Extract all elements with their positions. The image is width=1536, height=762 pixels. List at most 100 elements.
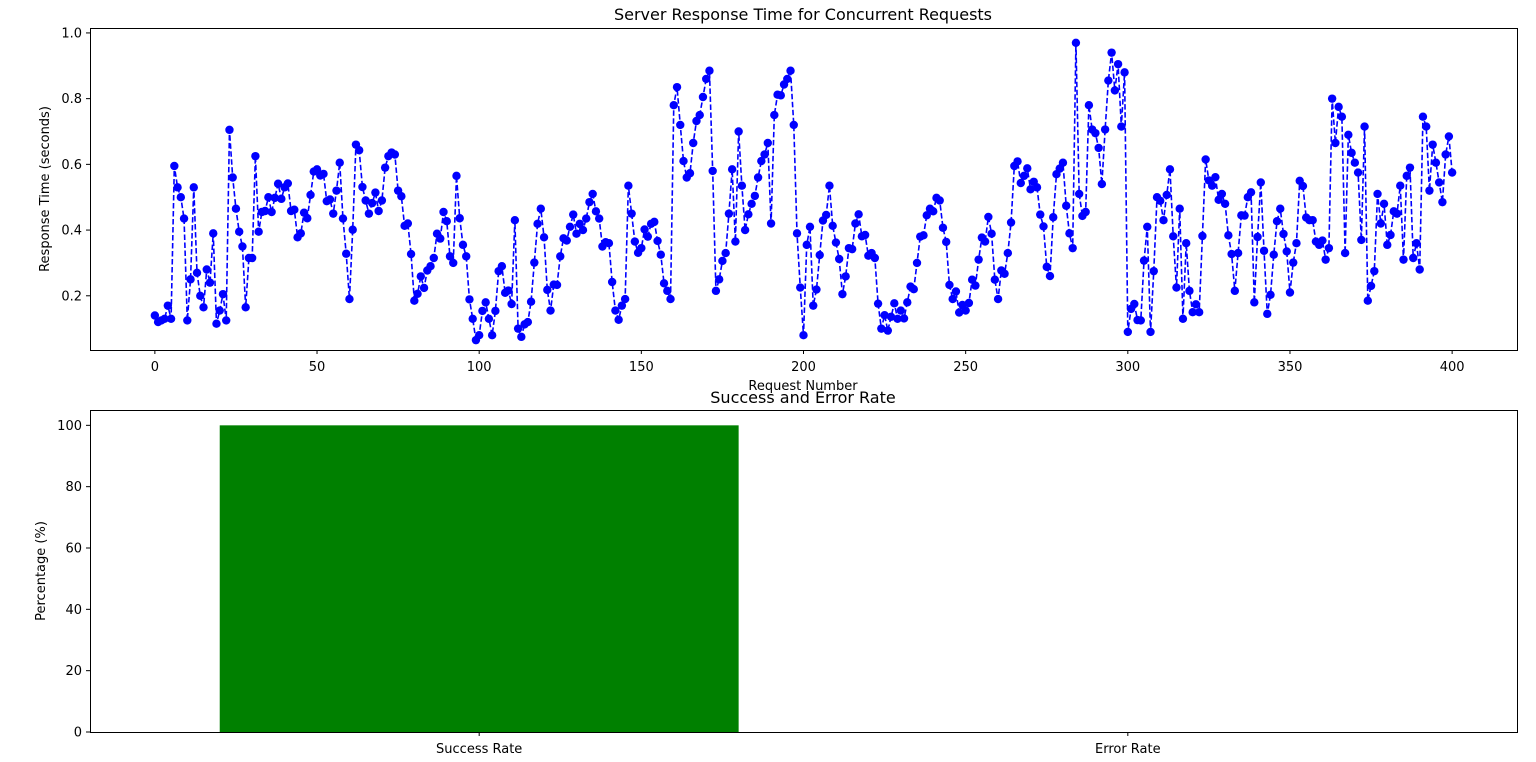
data-point: [478, 306, 487, 316]
data-point: [270, 193, 280, 203]
data-point: [507, 299, 516, 309]
data-point: [1006, 218, 1016, 227]
data-point: [189, 183, 198, 192]
data-point: [1230, 286, 1240, 296]
data-point: [1447, 168, 1457, 177]
data-point: [1263, 309, 1272, 319]
data-point: [912, 258, 922, 268]
data-point: [338, 214, 348, 223]
data-point: [1023, 164, 1032, 173]
data-point: [552, 280, 562, 290]
data-point: [614, 315, 623, 324]
x-tick-label: 300: [1115, 360, 1140, 375]
data-point: [1379, 199, 1389, 208]
data-point: [582, 214, 591, 223]
data-point: [1013, 157, 1022, 166]
data-point: [410, 296, 419, 305]
y-tick-label: 0.8: [61, 92, 82, 107]
data-point: [170, 161, 179, 171]
data-point: [1405, 163, 1415, 172]
data-point: [1156, 196, 1165, 206]
data-point: [760, 150, 769, 159]
data-point: [880, 310, 889, 320]
data-point: [747, 199, 756, 208]
data-point: [273, 179, 283, 188]
data-point: [1412, 239, 1421, 248]
data-point: [238, 242, 247, 251]
data-point: [1065, 229, 1074, 238]
data-point: [663, 286, 672, 296]
chart2-plot-frame: [90, 410, 1518, 733]
data-point: [569, 210, 578, 219]
data-point: [698, 92, 708, 102]
data-point: [296, 229, 306, 238]
data-point: [870, 253, 880, 263]
data-point: [364, 209, 374, 218]
data-point: [536, 204, 545, 213]
data-point: [802, 240, 811, 250]
x-tick-label: 400: [1440, 360, 1465, 375]
data-point: [1198, 231, 1207, 241]
data-point: [893, 314, 902, 323]
data-point: [620, 294, 630, 304]
data-point: [1289, 258, 1298, 267]
data-point: [1276, 204, 1285, 213]
data-point: [679, 156, 688, 166]
data-point: [731, 237, 740, 246]
data-point: [689, 138, 698, 148]
data-point: [637, 243, 646, 253]
data-point: [831, 238, 841, 247]
x-tick-label: 200: [791, 360, 816, 375]
data-point: [1240, 211, 1249, 220]
data-point: [805, 222, 815, 231]
data-point: [1224, 231, 1233, 240]
data-point: [883, 326, 893, 335]
data-point: [342, 249, 351, 258]
data-point: [1146, 327, 1155, 337]
chart1-y-ticks: 0.2 0.4 0.6 0.8 1.0: [61, 26, 90, 304]
data-point: [468, 314, 477, 323]
data-point: [303, 214, 312, 223]
data-point: [841, 272, 850, 281]
data-point: [1049, 213, 1058, 222]
data-point: [264, 193, 273, 202]
data-point: [1279, 229, 1288, 239]
data-point: [306, 190, 315, 200]
data-point: [1402, 171, 1411, 181]
data-point: [1220, 199, 1230, 208]
data-point: [319, 169, 328, 179]
data-point: [1350, 158, 1360, 167]
data-point: [656, 250, 665, 259]
data-point: [455, 214, 464, 223]
data-point: [436, 234, 445, 243]
data-point: [290, 205, 299, 214]
data-point: [380, 163, 390, 172]
data-point: [199, 303, 208, 312]
data-point: [1357, 235, 1366, 245]
data-point: [766, 219, 776, 228]
data-point: [179, 214, 189, 223]
data-point: [993, 294, 1003, 304]
data-point: [1324, 243, 1334, 253]
data-point: [445, 252, 455, 261]
data-point: [1227, 249, 1236, 259]
data-point: [815, 250, 824, 260]
data-point: [510, 216, 520, 225]
y-tick-label: 100: [57, 419, 82, 434]
chart2-y-ticks: 0 20 40 60 80 100: [57, 419, 90, 741]
data-point: [1058, 158, 1068, 167]
y-tick-label: 80: [65, 480, 82, 495]
data-point: [1107, 48, 1116, 57]
chart2-bars: [219, 425, 739, 732]
data-point: [225, 125, 234, 135]
data-point: [562, 236, 571, 245]
data-point: [886, 312, 896, 322]
data-point: [1159, 216, 1168, 225]
data-point: [1366, 281, 1376, 291]
data-point: [1363, 296, 1373, 305]
data-point: [1194, 308, 1204, 317]
data-point: [1438, 197, 1447, 207]
data-point: [672, 82, 682, 92]
data-point: [899, 314, 909, 323]
data-point: [1282, 247, 1291, 256]
